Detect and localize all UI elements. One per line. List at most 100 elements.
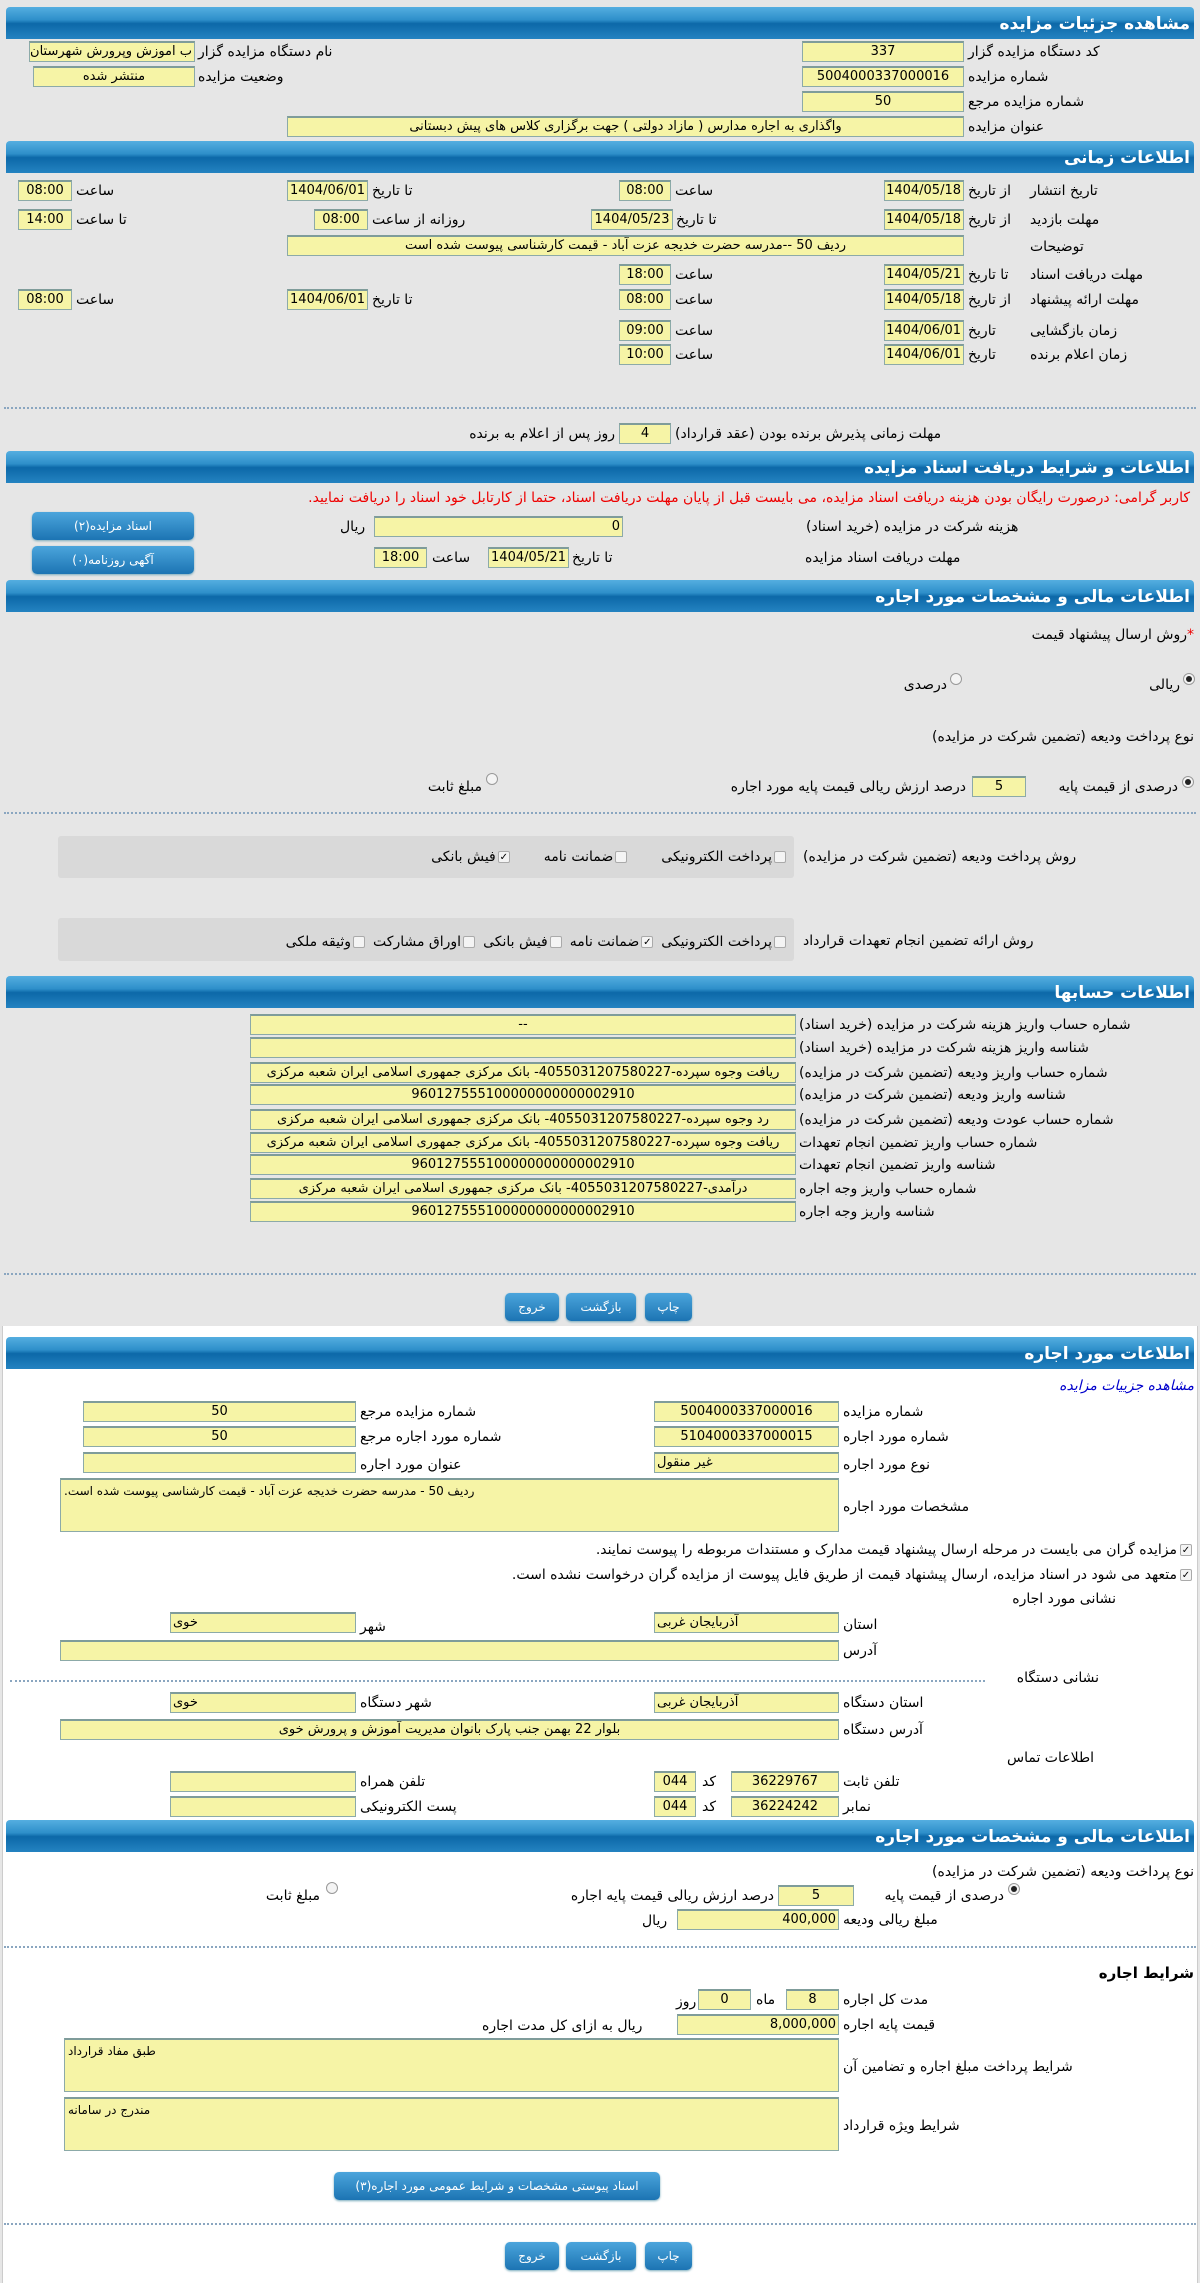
check-attach-docs[interactable]: ✓ مزایده گران می بایست در مرحله ارسال پیش… <box>596 1540 1192 1560</box>
newspaper-ads-button[interactable]: آگهی روزنامه(۰) <box>32 546 194 574</box>
city-field[interactable]: خوی <box>170 1612 356 1633</box>
checkbox[interactable] <box>774 851 786 863</box>
visit-to-field[interactable]: 1404/05/23 <box>591 209 673 230</box>
fax-code-field[interactable]: 044 <box>654 1796 696 1817</box>
phone-code-field[interactable]: 044 <box>654 1771 696 1792</box>
account-field[interactable]: ریافت وجوه سپرده-4055031207580227- بانک … <box>250 1062 796 1083</box>
checkbox[interactable] <box>549 936 562 948</box>
opening-time-field[interactable]: 09:00 <box>619 320 671 341</box>
checkbox[interactable] <box>615 851 628 863</box>
item-title-field[interactable] <box>83 1452 356 1473</box>
print-button[interactable]: چاپ <box>645 1293 692 1321</box>
deposit-percent-radio[interactable] <box>1182 776 1194 788</box>
item-ref-field[interactable]: 50 <box>83 1426 356 1447</box>
lease-ref-field[interactable]: 50 <box>83 1401 356 1422</box>
offer-from-field[interactable]: 1404/05/18 <box>884 289 964 310</box>
publish-from-field[interactable]: 1404/05/18 <box>884 180 964 201</box>
title-field[interactable]: واگذاری به اجاره مدارس ( مازاد دولتی ) ج… <box>287 116 964 137</box>
special-terms-field[interactable]: مندرج در سامانه <box>64 2097 839 2151</box>
account-field[interactable] <box>250 1037 796 1058</box>
winner-time-field[interactable]: 10:00 <box>619 344 671 365</box>
publish-to-time-field[interactable]: 08:00 <box>18 180 72 201</box>
method-percent-radio[interactable] <box>950 673 962 685</box>
guarantee-property[interactable]: وثیقه ملکی <box>286 934 366 950</box>
email-field[interactable] <box>170 1796 356 1817</box>
item-type-field[interactable]: غیر منقول <box>654 1452 839 1473</box>
winner-date-field[interactable]: 1404/06/01 <box>884 344 964 365</box>
checkbox[interactable] <box>774 936 786 948</box>
ref-number-field[interactable]: 50 <box>802 91 964 112</box>
publish-to-field[interactable]: 1404/06/01 <box>287 180 368 201</box>
guarantee-letter[interactable]: ✓ ضمانت نامه <box>570 934 654 950</box>
lf-amount-field[interactable]: 400,000 <box>677 1909 839 1930</box>
docs-deadline-time-field[interactable]: 18:00 <box>374 547 427 568</box>
auction-number-field[interactable]: 5004000337000016 <box>802 66 964 87</box>
checkbox-checked[interactable]: ✓ <box>641 936 654 948</box>
lease-auction-no-field[interactable]: 5004000337000016 <box>654 1401 839 1422</box>
fee-field[interactable]: 0 <box>374 516 623 537</box>
docs-time-field[interactable]: 18:00 <box>619 264 671 285</box>
print-button-bottom[interactable]: چاپ <box>645 2242 692 2270</box>
duration-months-field[interactable]: 8 <box>786 1989 839 2010</box>
account-field[interactable]: رد وجوه سپرده-4055031207580227- بانک مرک… <box>250 1109 796 1130</box>
address-field[interactable] <box>60 1640 839 1661</box>
method-rial-radio[interactable] <box>1183 673 1195 685</box>
base-price-field[interactable]: 8,000,000 <box>677 2014 839 2035</box>
checkbox[interactable] <box>353 936 366 948</box>
opening-date-field[interactable]: 1404/06/01 <box>884 320 964 341</box>
checkbox[interactable] <box>463 936 476 948</box>
guarantee-bonds[interactable]: اوراق مشارکت <box>373 934 476 950</box>
province-field[interactable]: آذربایجان غربی <box>654 1612 839 1633</box>
payment-terms-field[interactable]: طبق مفاد قرارداد <box>64 2038 839 2092</box>
fax-field[interactable]: 36224242 <box>731 1796 839 1817</box>
offer-to-time-field[interactable]: 08:00 <box>18 289 72 310</box>
deposit-fixed-radio[interactable] <box>486 773 498 785</box>
checkbox-checked[interactable]: ✓ <box>497 851 510 863</box>
exit-button-bottom[interactable]: خروج <box>505 2242 559 2270</box>
offer-to-field[interactable]: 1404/06/01 <box>287 289 368 310</box>
phone-field[interactable]: 36229767 <box>731 1771 839 1792</box>
account-field[interactable]: ریافت وجوه سپرده-4055031207580227- بانک … <box>250 1132 796 1153</box>
org-province-field[interactable]: آذربایجان غربی <box>654 1692 839 1713</box>
status-field[interactable]: منتشر شده <box>33 66 195 87</box>
lf-percent-field[interactable]: 5 <box>778 1885 854 1906</box>
back-button-bottom[interactable]: بازگشت <box>566 2242 636 2270</box>
account-field[interactable]: درآمدی-4055031207580227- بانک مرکزی جمهو… <box>250 1178 796 1199</box>
org-city-field[interactable]: خوی <box>170 1692 356 1713</box>
auction-details-link[interactable]: مشاهده جزییات مزایده <box>1059 1378 1194 1394</box>
description-field[interactable]: ردیف 50 --مدرسه حضرت خدیجه عزت آباد - قی… <box>287 235 964 256</box>
back-button[interactable]: بازگشت <box>566 1293 636 1321</box>
org-code-field[interactable]: 337 <box>802 41 964 62</box>
visit-daily-from-field[interactable]: 08:00 <box>314 209 368 230</box>
item-spec-field[interactable]: ردیف 50 - مدرسه حضرت خدیجه عزت آباد - قی… <box>60 1478 839 1532</box>
guarantee-bank-slip[interactable]: فیش بانکی <box>483 934 562 950</box>
attachments-button[interactable]: اسناد پیوستی مشخصات و شرایط عمومی مورد ا… <box>334 2172 660 2200</box>
auction-docs-button[interactable]: اسناد مزایده(۲) <box>32 512 194 540</box>
lf-percent-radio[interactable] <box>1008 1883 1020 1895</box>
deposit-percent-field[interactable]: 5 <box>972 776 1026 797</box>
org-name-field[interactable]: ب اموزش وپرورش شهرستان <box>29 41 195 62</box>
account-field[interactable]: 960127555100000000000002910 <box>250 1201 796 1222</box>
deposit-method-guarantee[interactable]: ضمانت نامه <box>544 849 628 865</box>
visit-from-field[interactable]: 1404/05/18 <box>884 209 964 230</box>
docs-deadline-date-field[interactable]: 1404/05/21 <box>488 547 569 568</box>
item-no-field[interactable]: 5104000337000015 <box>654 1426 839 1447</box>
docs-to-field[interactable]: 1404/05/21 <box>884 264 964 285</box>
lf-fixed-radio[interactable] <box>326 1882 338 1894</box>
guarantee-electronic[interactable]: پرداخت الکترونیکی <box>661 934 786 950</box>
checkbox-checked[interactable]: ✓ <box>1180 1544 1192 1556</box>
exit-button[interactable]: خروج <box>505 1293 559 1321</box>
mobile-field[interactable] <box>170 1771 356 1792</box>
account-field[interactable]: 960127555100000000000002910 <box>250 1154 796 1175</box>
visit-to-time-field[interactable]: 14:00 <box>18 209 72 230</box>
deposit-method-bank-slip[interactable]: ✓ فیش بانکی <box>431 849 510 865</box>
offer-time-field[interactable]: 08:00 <box>619 289 671 310</box>
duration-days-field[interactable]: 0 <box>698 1989 751 2010</box>
checkbox-checked[interactable]: ✓ <box>1180 1569 1192 1581</box>
account-field[interactable]: -- <box>250 1014 796 1035</box>
publish-time-field[interactable]: 08:00 <box>619 180 671 201</box>
org-address-field[interactable]: بلوار 22 بهمن جنب پارک بانوان مدیریت آمو… <box>60 1719 839 1740</box>
account-field[interactable]: 960127555100000000000002910 <box>250 1084 796 1105</box>
acceptance-days-field[interactable]: 4 <box>619 423 671 444</box>
deposit-method-electronic[interactable]: پرداخت الکترونیکی <box>661 849 786 865</box>
